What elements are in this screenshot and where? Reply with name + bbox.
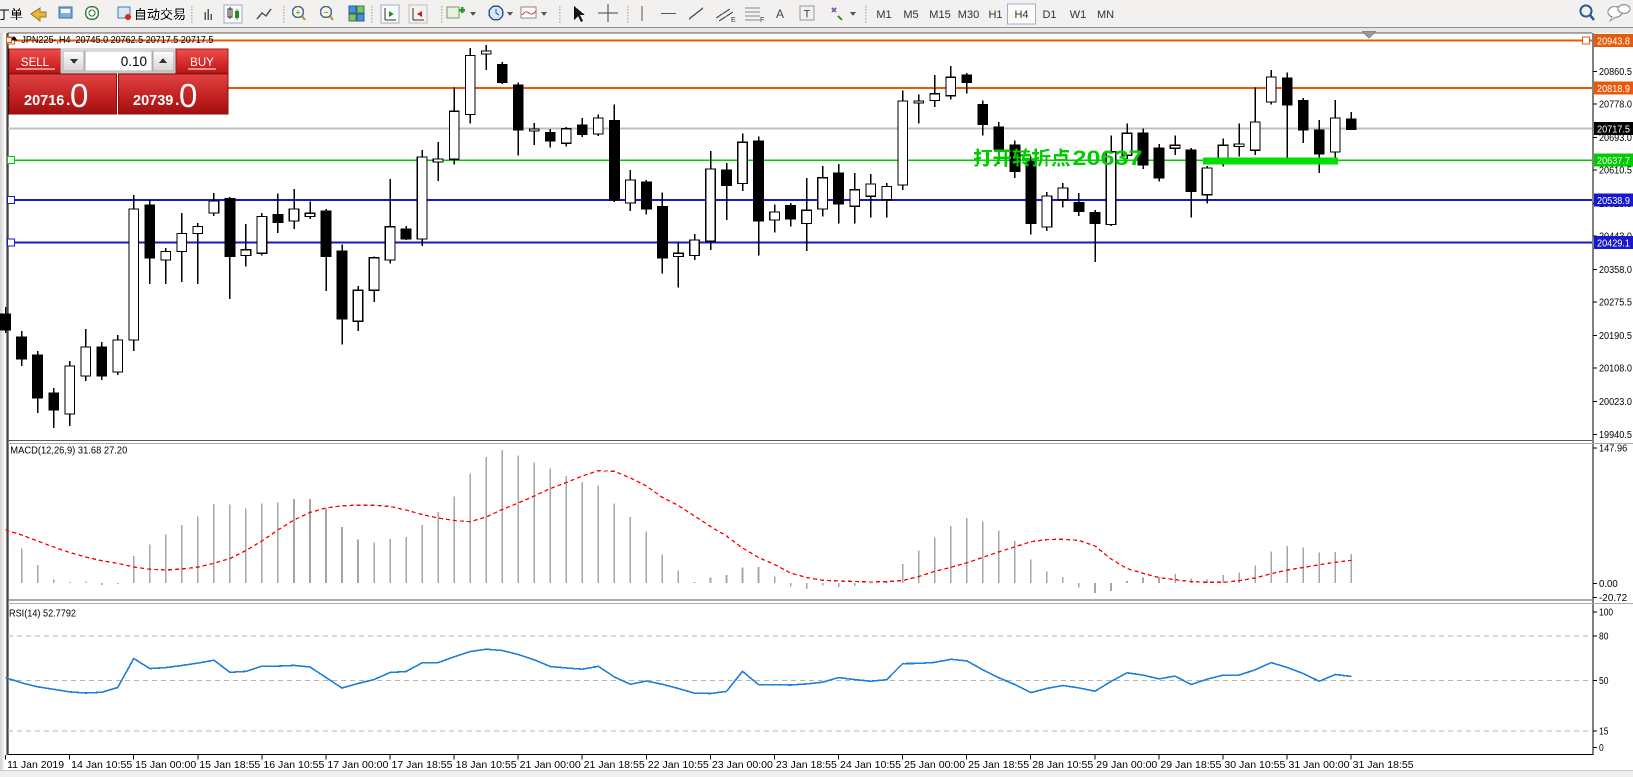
svg-text:29 Jan 18:55: 29 Jan 18:55: [1160, 759, 1221, 771]
svg-text:20108.0: 20108.0: [1599, 364, 1632, 375]
svg-text:A: A: [776, 7, 784, 21]
svg-text:+: +: [295, 8, 300, 18]
svg-text:E: E: [731, 17, 736, 24]
svg-text:20429.1: 20429.1: [1597, 238, 1630, 249]
svg-text:20818.9: 20818.9: [1597, 84, 1630, 95]
svg-text:22 Jan 10:55: 22 Jan 10:55: [648, 759, 709, 771]
svg-text:17 Jan 00:00: 17 Jan 00:00: [327, 759, 388, 771]
svg-text:0: 0: [70, 77, 88, 114]
svg-text:0.00: 0.00: [1599, 579, 1618, 590]
svg-text:20716: 20716: [24, 93, 64, 109]
svg-text:M15: M15: [929, 9, 950, 21]
svg-text:20637.7: 20637.7: [1597, 156, 1630, 167]
svg-text:14 Jan 10:55: 14 Jan 10:55: [71, 759, 132, 771]
svg-text:80: 80: [1599, 632, 1609, 643]
svg-text:.: .: [175, 92, 179, 109]
svg-text:20538.9: 20538.9: [1597, 196, 1630, 207]
svg-text:MACD(12,26,9) 31.68 27.20: MACD(12,26,9) 31.68 27.20: [10, 445, 127, 457]
svg-text:21 Jan 18:55: 21 Jan 18:55: [584, 759, 645, 771]
svg-text:147.96: 147.96: [1599, 444, 1628, 455]
svg-text:31 Jan 00:00: 31 Jan 00:00: [1289, 759, 1350, 771]
svg-text:W1: W1: [1070, 9, 1087, 21]
svg-text:SELL: SELL: [21, 57, 50, 69]
svg-text:20943.8: 20943.8: [1597, 36, 1630, 47]
svg-text:23 Jan 18:55: 23 Jan 18:55: [776, 759, 837, 771]
svg-text:100: 100: [1599, 608, 1613, 619]
svg-text:H4: H4: [1014, 9, 1028, 21]
svg-text:50: 50: [1599, 676, 1609, 687]
svg-text:BUY: BUY: [190, 57, 214, 69]
svg-text:20778.0: 20778.0: [1599, 99, 1632, 110]
svg-text:28 Jan 10:55: 28 Jan 10:55: [1032, 759, 1093, 771]
svg-text:20739: 20739: [133, 93, 173, 109]
svg-text:16 Jan 10:55: 16 Jan 10:55: [263, 759, 324, 771]
svg-text:17 Jan 18:55: 17 Jan 18:55: [392, 759, 453, 771]
svg-text:15 Jan 18:55: 15 Jan 18:55: [199, 759, 260, 771]
svg-text:21 Jan 00:00: 21 Jan 00:00: [520, 759, 581, 771]
svg-text:15: 15: [1599, 727, 1609, 738]
svg-text:24 Jan 10:55: 24 Jan 10:55: [840, 759, 901, 771]
svg-text:20717.5: 20717.5: [1597, 124, 1630, 135]
svg-text:M30: M30: [958, 9, 979, 21]
svg-text:31 Jan 18:55: 31 Jan 18:55: [1353, 759, 1414, 771]
svg-text:M1: M1: [876, 9, 891, 21]
svg-text:F: F: [760, 17, 764, 24]
svg-text:30 Jan 10:55: 30 Jan 10:55: [1224, 759, 1285, 771]
svg-text:23 Jan 00:00: 23 Jan 00:00: [712, 759, 773, 771]
svg-text:0.10: 0.10: [121, 54, 147, 69]
svg-text:25 Jan 18:55: 25 Jan 18:55: [968, 759, 1029, 771]
svg-text:RSI(14) 52.7792: RSI(14) 52.7792: [9, 608, 76, 620]
svg-text:20860.5: 20860.5: [1599, 67, 1632, 78]
svg-text:JPN225-,H4 20745.0 20762.5 20: JPN225-,H4 20745.0 20762.5 20717.5 20717…: [21, 34, 213, 46]
svg-text:0: 0: [179, 77, 197, 114]
svg-text:20275.5: 20275.5: [1599, 298, 1632, 309]
svg-text:15 Jan 00:00: 15 Jan 00:00: [135, 759, 196, 771]
svg-text:20023.0: 20023.0: [1599, 397, 1632, 408]
svg-text:20637: 20637: [1073, 147, 1143, 170]
svg-text:18 Jan 10:55: 18 Jan 10:55: [456, 759, 517, 771]
svg-text:20693.0: 20693.0: [1599, 133, 1632, 144]
svg-text:0: 0: [1599, 743, 1604, 754]
svg-text:T: T: [804, 9, 811, 21]
svg-text:-20.72: -20.72: [1599, 593, 1628, 604]
svg-text:D1: D1: [1042, 9, 1056, 21]
svg-text:29 Jan 00:00: 29 Jan 00:00: [1096, 759, 1157, 771]
svg-text:H1: H1: [988, 9, 1002, 21]
svg-text:20190.5: 20190.5: [1599, 331, 1632, 342]
svg-text:19940.5: 19940.5: [1599, 430, 1632, 441]
svg-text:M5: M5: [903, 9, 918, 21]
svg-text:20358.0: 20358.0: [1599, 265, 1632, 276]
svg-text:25 Jan 00:00: 25 Jan 00:00: [904, 759, 965, 771]
svg-text:20610.5: 20610.5: [1599, 165, 1632, 176]
svg-text:MN: MN: [1097, 9, 1114, 21]
svg-text:.: .: [66, 92, 70, 109]
svg-text:−: −: [323, 8, 328, 18]
svg-text:11 Jan 2019: 11 Jan 2019: [7, 759, 64, 771]
